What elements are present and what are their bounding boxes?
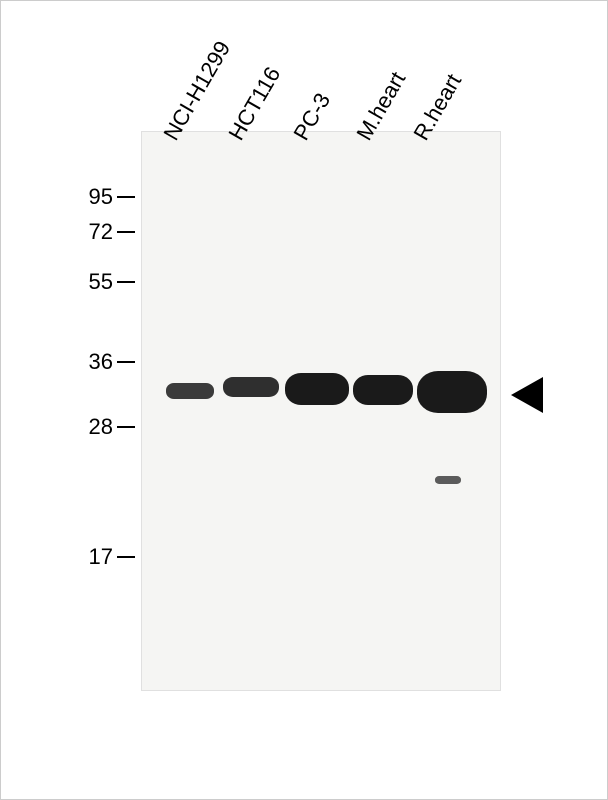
mw-label: 17 <box>73 544 113 570</box>
mw-tick <box>117 556 135 558</box>
protein-band <box>223 377 279 397</box>
protein-band <box>353 375 413 405</box>
mw-label: 28 <box>73 414 113 440</box>
target-band-arrow <box>511 377 543 413</box>
mw-tick <box>117 281 135 283</box>
mw-tick <box>117 361 135 363</box>
protein-band <box>166 383 214 399</box>
protein-band <box>435 476 461 484</box>
mw-label: 55 <box>73 269 113 295</box>
protein-band <box>417 371 487 413</box>
mw-tick <box>117 196 135 198</box>
mw-label: 95 <box>73 184 113 210</box>
mw-tick <box>117 426 135 428</box>
mw-label: 36 <box>73 349 113 375</box>
mw-tick <box>117 231 135 233</box>
protein-band <box>285 373 349 405</box>
mw-label: 72 <box>73 219 113 245</box>
